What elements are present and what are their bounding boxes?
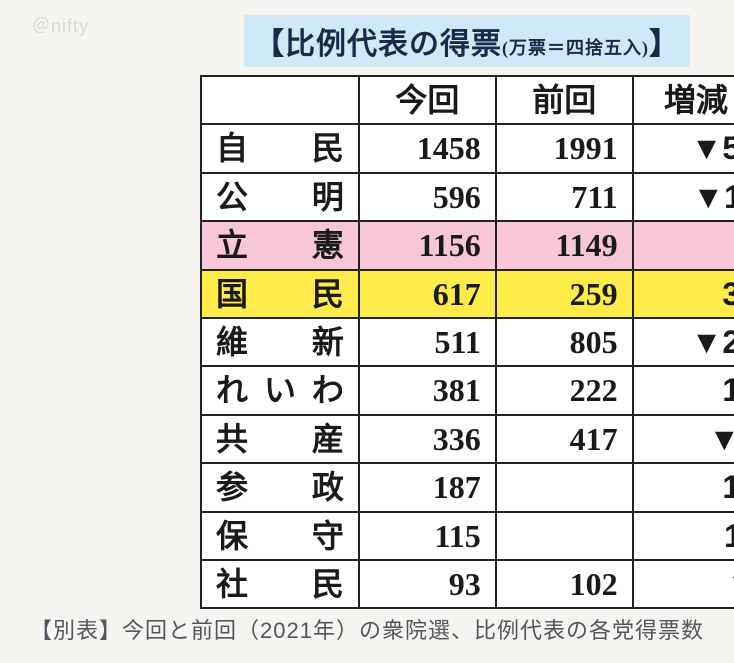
table-row: れいわ38122215: [201, 366, 734, 414]
votes-table: 今回 前回 増減 自 民14581991▼53公 明596711▼11立 憲11…: [200, 75, 734, 609]
caption-text: 【別表】今回と前回（2021年）の衆院選、比例代表の各党得票数: [30, 613, 714, 645]
table-row: 公 明596711▼11: [201, 173, 734, 221]
now-cell: 1458: [359, 124, 496, 172]
prev-cell: [496, 512, 633, 560]
table-row: 保 守115 11: [201, 512, 734, 560]
change-cell: ▼29: [633, 318, 734, 366]
prev-cell: 222: [496, 366, 633, 414]
table-row: 維 新511805▼29: [201, 318, 734, 366]
party-cell: 国 民: [201, 270, 359, 318]
table-row: 立 憲11561149: [201, 221, 734, 269]
faint-watermark: ＠nifty: [32, 12, 89, 38]
table-row: 社 民93102▼: [201, 560, 734, 608]
now-cell: 617: [359, 270, 496, 318]
header-prev: 前回: [496, 76, 633, 124]
prev-cell: 259: [496, 270, 633, 318]
table-wrap: 今回 前回 増減 自 民14581991▼53公 明596711▼11立 憲11…: [200, 75, 734, 609]
change-cell: ▼: [633, 560, 734, 608]
now-cell: 115: [359, 512, 496, 560]
party-cell: 共 産: [201, 415, 359, 463]
party-cell: れいわ: [201, 366, 359, 414]
party-cell: 保 守: [201, 512, 359, 560]
prev-cell: 1149: [496, 221, 633, 269]
now-cell: 336: [359, 415, 496, 463]
prev-cell: 805: [496, 318, 633, 366]
now-cell: 1156: [359, 221, 496, 269]
header-blank: [201, 76, 359, 124]
change-cell: 15: [633, 366, 734, 414]
table-row: 共 産336417▼8: [201, 415, 734, 463]
party-cell: 参 政: [201, 463, 359, 511]
change-cell: [633, 221, 734, 269]
title-end: 】: [649, 28, 680, 61]
change-cell: ▼53: [633, 124, 734, 172]
title-main: 【比例代表の得票: [254, 28, 502, 61]
table-row: 参 政187 18: [201, 463, 734, 511]
change-cell: 35: [633, 270, 734, 318]
prev-cell: 417: [496, 415, 633, 463]
table-title: 【比例代表の得票(万票＝四捨五入)】: [244, 15, 690, 67]
table-row: 自 民14581991▼53: [201, 124, 734, 172]
now-cell: 381: [359, 366, 496, 414]
prev-cell: 102: [496, 560, 633, 608]
party-cell: 維 新: [201, 318, 359, 366]
table-row: 国 民61725935: [201, 270, 734, 318]
now-cell: 511: [359, 318, 496, 366]
party-cell: 立 憲: [201, 221, 359, 269]
prev-cell: 711: [496, 173, 633, 221]
now-cell: 596: [359, 173, 496, 221]
title-sub: (万票＝四捨五入): [502, 38, 649, 58]
prev-cell: [496, 463, 633, 511]
now-cell: 93: [359, 560, 496, 608]
header-now: 今回: [359, 76, 496, 124]
change-cell: ▼11: [633, 173, 734, 221]
change-cell: 11: [633, 512, 734, 560]
title-wrap: 【比例代表の得票(万票＝四捨五入)】: [200, 15, 734, 67]
prev-cell: 1991: [496, 124, 633, 172]
party-cell: 社 民: [201, 560, 359, 608]
now-cell: 187: [359, 463, 496, 511]
header-change: 増減: [633, 76, 734, 124]
change-cell: ▼8: [633, 415, 734, 463]
table-header-row: 今回 前回 増減: [201, 76, 734, 124]
table-body: 自 民14581991▼53公 明596711▼11立 憲11561149国 民…: [201, 124, 734, 608]
change-cell: 18: [633, 463, 734, 511]
party-cell: 公 明: [201, 173, 359, 221]
content-container: 【比例代表の得票(万票＝四捨五入)】 今回 前回 増減 自 民14581991▼…: [0, 0, 734, 609]
party-cell: 自 民: [201, 124, 359, 172]
